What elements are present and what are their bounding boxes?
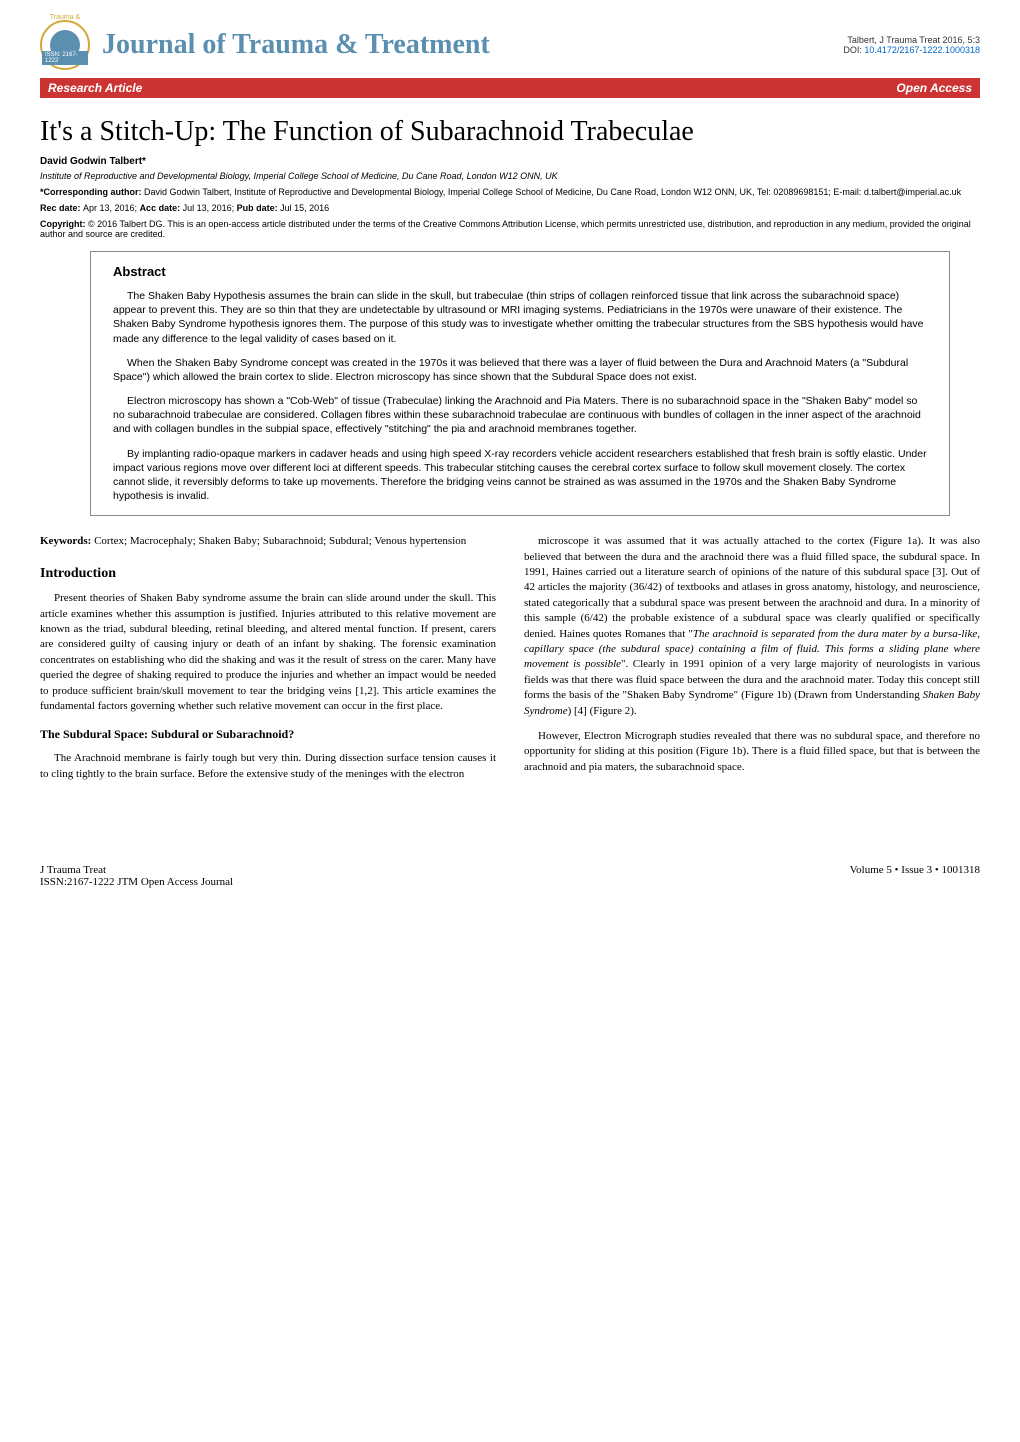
citation-text: Talbert, J Trauma Treat 2016, 5:3 xyxy=(843,35,980,45)
footer-journal-abbrev: J Trauma Treat xyxy=(40,864,233,876)
subdural-heading: The Subdural Space: Subdural or Subarach… xyxy=(40,726,496,743)
copyright-notice: Copyright: © 2016 Talbert DG. This is an… xyxy=(40,219,980,239)
column-right: microscope it was assumed that it was ac… xyxy=(524,534,980,792)
abstract-p3: Electron microscopy has shown a "Cob-Web… xyxy=(113,394,927,437)
intro-p1: Present theories of Shaken Baby syndrome… xyxy=(40,591,496,714)
footer-issn-line: ISSN:2167-1222 JTM Open Access Journal xyxy=(40,876,233,888)
abstract-p4: By implanting radio-opaque markers in ca… xyxy=(113,447,927,504)
corresponding-label: *Corresponding author: xyxy=(40,187,144,197)
article-dates: Rec date: Apr 13, 2016; Acc date: Jul 13… xyxy=(40,203,980,213)
footer-right: Volume 5 • Issue 3 • 1001318 xyxy=(850,864,980,888)
acc-date: Jul 13, 2016; xyxy=(183,203,237,213)
article-type: Research Article xyxy=(48,81,142,95)
author-name: David Godwin Talbert* xyxy=(40,156,980,167)
col2-p1-a: microscope it was assumed that it was ac… xyxy=(524,535,980,639)
article-title: It's a Stitch-Up: The Function of Subara… xyxy=(40,116,980,148)
body-columns: Keywords: Cortex; Macrocephaly; Shaken B… xyxy=(40,534,980,792)
copyright-label: Copyright: xyxy=(40,219,88,229)
copyright-text: © 2016 Talbert DG. This is an open-acces… xyxy=(40,219,971,239)
keywords-section: Keywords: Cortex; Macrocephaly; Shaken B… xyxy=(40,534,496,549)
col2-p2: However, Electron Micrograph studies rev… xyxy=(524,729,980,775)
rec-label: Rec date: xyxy=(40,203,83,213)
corresponding-text: David Godwin Talbert, Institute of Repro… xyxy=(144,187,961,197)
keywords-label: Keywords: xyxy=(40,535,94,547)
doi-line: DOI: 10.4172/2167-1222.1000318 xyxy=(843,45,980,55)
corresponding-author: *Corresponding author: David Godwin Talb… xyxy=(40,187,980,197)
keywords-text: Cortex; Macrocephaly; Shaken Baby; Subar… xyxy=(94,535,466,547)
pub-label: Pub date: xyxy=(237,203,281,213)
abstract-p2: When the Shaken Baby Syndrome concept wa… xyxy=(113,356,927,384)
column-left: Keywords: Cortex; Macrocephaly; Shaken B… xyxy=(40,534,496,792)
rec-date: Apr 13, 2016; xyxy=(83,203,140,213)
col2-p1: microscope it was assumed that it was ac… xyxy=(524,534,980,719)
acc-label: Acc date: xyxy=(140,203,183,213)
abstract-heading: Abstract xyxy=(113,264,927,279)
abstract-p1: The Shaken Baby Hypothesis assumes the b… xyxy=(113,289,927,346)
journal-title: Journal of Trauma & Treatment xyxy=(102,29,490,61)
page-footer: J Trauma Treat ISSN:2167-1222 JTM Open A… xyxy=(40,852,980,888)
issn-badge: ISSN: 2167-1222 xyxy=(42,51,88,65)
sub1-p1: The Arachnoid membrane is fairly tough b… xyxy=(40,751,496,782)
journal-meta: Talbert, J Trauma Treat 2016, 5:3 DOI: 1… xyxy=(843,35,980,55)
pub-date: Jul 15, 2016 xyxy=(280,203,329,213)
article-type-bar: Research Article Open Access xyxy=(40,78,980,98)
introduction-heading: Introduction xyxy=(40,564,496,584)
footer-left: J Trauma Treat ISSN:2167-1222 JTM Open A… xyxy=(40,864,233,888)
doi-label: DOI: xyxy=(843,45,864,55)
open-access-label: Open Access xyxy=(896,81,972,95)
author-affiliation: Institute of Reproductive and Developmen… xyxy=(40,171,980,181)
col2-p1-c: ) [4] (Figure 2). xyxy=(568,705,637,717)
journal-header-left: Trauma & ISSN: 2167-1222 Journal of Trau… xyxy=(40,20,490,70)
doi-link[interactable]: 10.4172/2167-1222.1000318 xyxy=(864,45,980,55)
logo-top-text: Trauma & xyxy=(50,14,80,21)
journal-logo: Trauma & ISSN: 2167-1222 xyxy=(40,20,90,70)
abstract-box: Abstract The Shaken Baby Hypothesis assu… xyxy=(90,251,950,516)
journal-header: Trauma & ISSN: 2167-1222 Journal of Trau… xyxy=(40,20,980,78)
